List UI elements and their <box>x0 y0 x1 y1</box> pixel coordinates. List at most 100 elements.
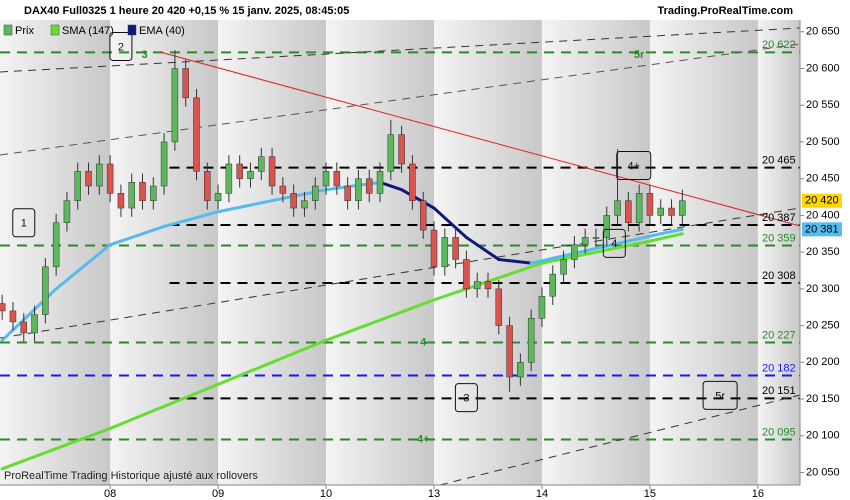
candle-body <box>592 237 600 239</box>
day-band <box>757 20 800 485</box>
x-tick-label: 14 <box>536 488 548 500</box>
wave-label: 5r <box>634 49 645 61</box>
candle-body <box>549 273 557 297</box>
wave-label: 3 <box>142 49 148 61</box>
ma-segment <box>432 206 468 239</box>
ma-segment <box>464 235 501 261</box>
chart-title: DAX40 Full0325 1 heure 20 420 +0,15 % 15… <box>24 5 349 17</box>
candle-body <box>333 171 341 187</box>
ma-segment <box>540 239 652 265</box>
candle-body <box>409 163 416 201</box>
y-tick-label: 20 350 <box>806 246 840 258</box>
candle-body <box>63 200 71 223</box>
price-tag <box>802 193 842 208</box>
y-tick-label: 20 250 <box>806 319 840 331</box>
wave-label: 4 <box>420 336 427 348</box>
candle-body <box>128 182 135 209</box>
ma-segment <box>378 180 404 192</box>
candle-body <box>160 141 168 187</box>
ma-segment <box>529 254 566 265</box>
price-tag-label: 20 420 <box>805 195 839 207</box>
candle-body <box>419 200 427 231</box>
candle-body <box>646 193 654 216</box>
ma-segment <box>497 257 533 265</box>
candle-body <box>279 185 287 194</box>
wave-label: 3 <box>463 392 469 404</box>
candle-body <box>150 185 157 201</box>
ma-segment <box>162 210 220 228</box>
day-band <box>649 20 758 485</box>
resistance-line <box>159 51 801 227</box>
wave-box <box>109 31 133 61</box>
ma-segment <box>108 224 166 247</box>
level-label: 20 308 <box>762 270 796 282</box>
candle-body <box>635 193 643 223</box>
x-axis-panel <box>0 485 800 500</box>
candle-body <box>214 193 222 201</box>
level-label: 20 622 <box>762 39 796 51</box>
candle-body <box>365 178 373 194</box>
candle-body <box>193 97 200 172</box>
ma-segment <box>659 227 684 236</box>
price-tag <box>802 222 842 237</box>
candle-body <box>484 281 492 290</box>
ma-segment <box>562 246 598 258</box>
candle-body <box>139 182 146 201</box>
ma-segment <box>216 338 328 386</box>
legend-label: SMA (147) <box>62 25 114 37</box>
y-tick-label: 20 550 <box>806 99 840 111</box>
candle-body <box>301 200 308 209</box>
wave-box <box>454 383 478 413</box>
candle-body <box>441 237 449 268</box>
y-tick-label: 20 150 <box>806 393 840 405</box>
source: Trading.ProRealTime.com <box>657 5 793 17</box>
candle-body <box>96 163 103 187</box>
wave-label: 4+ <box>417 433 430 445</box>
candle-body <box>495 288 503 326</box>
candle-body <box>20 321 28 334</box>
candle-body <box>52 222 60 268</box>
y-tick-label: 20 600 <box>806 62 840 74</box>
trendlines <box>0 27 801 486</box>
candle-body <box>0 303 6 312</box>
y-tick-label: 20 400 <box>806 209 840 221</box>
day-band <box>110 20 219 485</box>
ma-segment <box>648 232 684 243</box>
wave-label: 4+ <box>627 160 640 172</box>
candle-body <box>290 193 297 209</box>
x-tick-label: 09 <box>212 488 224 500</box>
footer: ProRealTime Trading Historique ajusté au… <box>4 470 258 482</box>
level-label: 20 387 <box>762 212 796 224</box>
x-tick-label: 16 <box>752 488 764 500</box>
candle-body <box>31 314 38 334</box>
y-tick-label: 20 500 <box>806 136 840 148</box>
legend-swatch <box>50 24 60 36</box>
candle-body <box>398 134 405 165</box>
level-label: 20 359 <box>762 232 796 244</box>
y-tick-label: 20 100 <box>806 430 840 442</box>
candle-body <box>668 207 675 216</box>
day-band <box>218 20 327 485</box>
x-tick-label: 13 <box>428 488 440 500</box>
wave-label: 5r <box>715 390 725 402</box>
candle-body <box>355 178 362 201</box>
candle-body <box>387 134 395 172</box>
price-tag-label: 20 381 <box>805 223 839 235</box>
candle-body <box>236 163 243 179</box>
candle-body <box>430 229 438 268</box>
level-label: 20 182 <box>762 362 796 374</box>
candle-body <box>74 171 81 201</box>
candle-body <box>571 244 578 260</box>
candle-body <box>268 156 276 187</box>
wave-label: 2 <box>118 41 124 53</box>
candle-body <box>225 163 233 194</box>
candle-body <box>517 362 524 378</box>
candle-body <box>614 200 621 216</box>
ma-segment <box>0 426 112 471</box>
header-bar <box>0 0 850 20</box>
candle-body <box>258 156 265 172</box>
x-tick-label: 08 <box>104 488 116 500</box>
y-tick-label: 20 050 <box>806 466 840 478</box>
y-tick-label: 20 650 <box>806 26 840 38</box>
level-label: 20 227 <box>762 329 796 341</box>
